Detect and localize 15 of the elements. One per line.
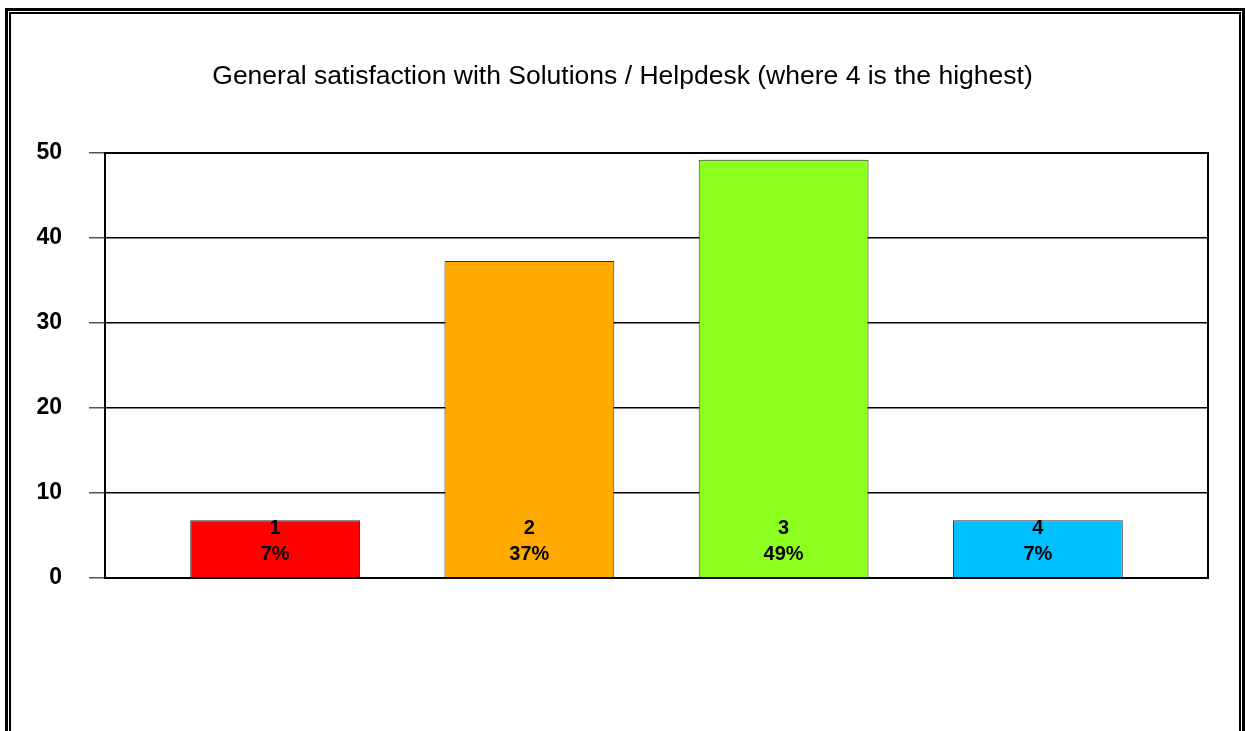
x-tick-label: 4 <box>1032 515 1045 538</box>
y-tick-label: 10 <box>36 478 62 505</box>
chart-title: General satisfaction with Solutions / Helpdesk (where 4 is the highest) <box>211 60 1034 90</box>
y-tick-label: 40 <box>36 223 62 250</box>
y-tick-label: 20 <box>36 393 62 420</box>
y-tick-label: 30 <box>36 308 62 335</box>
y-tick-label: 50 <box>36 138 62 165</box>
data-label: 7% <box>1023 541 1053 564</box>
y-tick-label: 0 <box>49 563 62 590</box>
data-label: 49% <box>763 541 804 564</box>
data-label: 37% <box>509 541 550 564</box>
x-tick-label: 3 <box>778 515 790 538</box>
data-label: 7% <box>260 541 290 564</box>
x-tick-label: 2 <box>523 515 535 538</box>
x-tick-label: 1 <box>269 515 281 538</box>
